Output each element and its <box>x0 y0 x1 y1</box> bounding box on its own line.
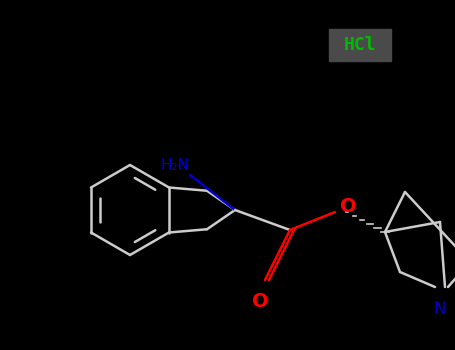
Text: O: O <box>252 292 268 311</box>
FancyBboxPatch shape <box>329 29 391 61</box>
Text: HCl: HCl <box>344 36 376 54</box>
Text: O: O <box>340 197 357 217</box>
Text: N: N <box>434 300 446 318</box>
Text: H₂N: H₂N <box>161 158 189 173</box>
